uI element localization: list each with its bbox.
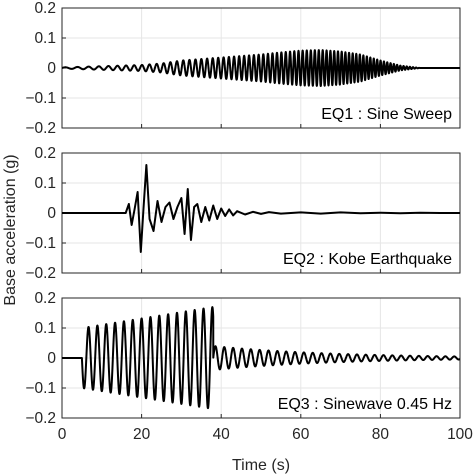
x-tick-label: 100 bbox=[447, 426, 473, 443]
series-line bbox=[62, 49, 460, 87]
panel-annotation: EQ3 : Sinewave 0.45 Hz bbox=[278, 396, 452, 413]
panel-annotation: EQ1 : Sine Sweep bbox=[321, 106, 452, 123]
y-tick-label: 0.1 bbox=[34, 175, 56, 192]
x-axis-label: Time (s) bbox=[232, 457, 290, 474]
y-tick-label: 0.1 bbox=[34, 320, 56, 337]
y-tick-label: 0.2 bbox=[34, 0, 56, 17]
x-tick-label: 80 bbox=[372, 426, 390, 443]
x-tick-label: 60 bbox=[292, 426, 310, 443]
y-tick-label: −0.2 bbox=[25, 265, 56, 282]
panel-2: 0.2 0.1 0 −0.1 −0.2 EQ2 : Kobe Earthquake bbox=[25, 145, 461, 282]
y-tick-label: −0.2 bbox=[25, 410, 56, 427]
x-tick-label: 0 bbox=[58, 426, 67, 443]
series-line bbox=[62, 306, 460, 410]
y-tick-label: −0.2 bbox=[25, 120, 56, 137]
y-tick-label: 0 bbox=[47, 205, 56, 222]
y-tick-label: 0.2 bbox=[34, 145, 56, 162]
y-tick-label: 0.2 bbox=[34, 290, 56, 307]
panel-annotation: EQ2 : Kobe Earthquake bbox=[283, 251, 452, 268]
y-tick-label: 0 bbox=[47, 350, 56, 367]
y-tick-label: 0 bbox=[47, 60, 56, 77]
panel-1: 0.2 0.1 0 −0.1 −0.2 EQ1 : Sine Sweep bbox=[25, 0, 461, 137]
y-axis-label: Base acceleration (g) bbox=[2, 154, 19, 305]
series-line bbox=[62, 164, 460, 253]
y-tick-label: 0.1 bbox=[34, 30, 56, 47]
y-tick-label: −0.1 bbox=[25, 90, 56, 107]
y-tick-label: −0.1 bbox=[25, 235, 56, 252]
x-tick-label: 40 bbox=[213, 426, 231, 443]
y-tick-label: −0.1 bbox=[25, 380, 56, 397]
x-tick-label: 20 bbox=[133, 426, 151, 443]
